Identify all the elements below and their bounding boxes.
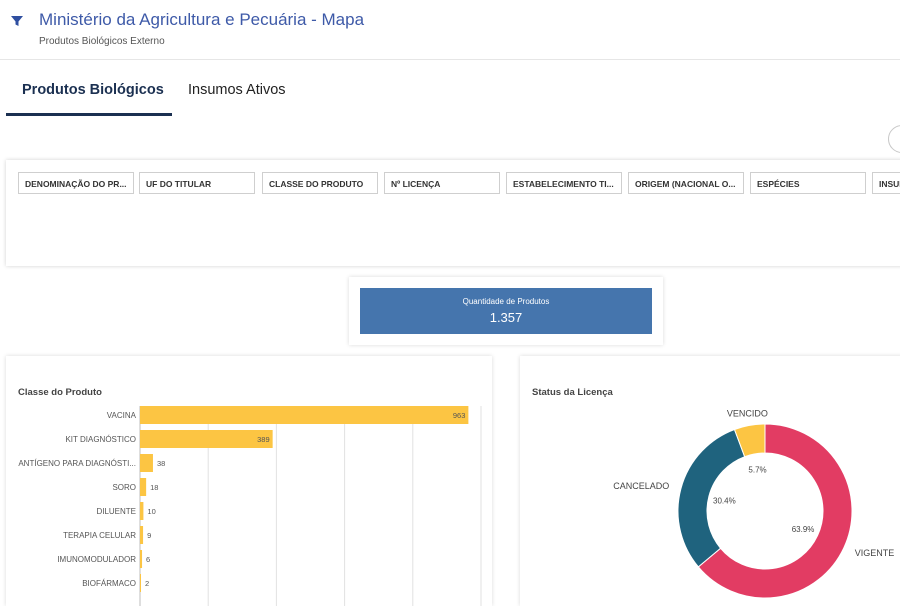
filter-panel: DENOMINAÇÃO DO PR... UF DO TITULAR CLASS…	[6, 160, 900, 266]
kpi-box[interactable]: Quantidade de Produtos 1.357	[360, 288, 652, 334]
slice-name-label: VIGENTE	[855, 548, 895, 558]
filter-classe-produto[interactable]: CLASSE DO PRODUTO	[262, 172, 378, 194]
bar-value-label: 9	[147, 531, 151, 540]
filter-insumo[interactable]: INSUMO	[872, 172, 900, 194]
bar-category-label: SORO	[112, 483, 136, 492]
bar[interactable]	[140, 550, 143, 568]
app-subtitle: Produtos Biológicos Externo	[39, 36, 165, 47]
app-header: Ministério da Agricultura e Pecuária - M…	[0, 0, 900, 60]
tab-insumos-ativos[interactable]: Insumos Ativos	[188, 82, 286, 98]
slice-name-label: CANCELADO	[613, 481, 669, 491]
bar-value-label: 389	[257, 435, 270, 444]
bar[interactable]	[140, 574, 141, 592]
donut-chart: 63.9% VIGENTE 30.4% CANCELADO 5.7% VENCIDO	[613, 409, 895, 599]
bar-value-label: 18	[150, 483, 158, 492]
donut-slice[interactable]	[697, 423, 853, 599]
active-tab-indicator	[6, 113, 172, 116]
bar[interactable]	[140, 406, 469, 424]
filter-origem[interactable]: ORIGEM (NACIONAL O...	[628, 172, 744, 194]
classe-produto-panel: Classe do Produto VACINA 963 KIT DIAGNÓSTI…	[6, 356, 492, 606]
donut-chart-title: Status da Licença	[532, 387, 613, 398]
filter-denominacao[interactable]: DENOMINAÇÃO DO PR...	[18, 172, 134, 194]
round-action-button[interactable]	[888, 125, 900, 153]
bar-value-label: 2	[145, 579, 149, 588]
status-licenca-panel: Status da Licença 63.9% VIGENTE 30.4% CANCE…	[520, 356, 900, 606]
slice-percent-label: 30.4%	[713, 496, 736, 505]
bar[interactable]	[140, 502, 144, 520]
bar-category-label: TERAPIA CELULAR	[63, 531, 136, 540]
bar-value-label: 10	[147, 507, 155, 516]
filter-licenca[interactable]: Nº LICENÇA	[384, 172, 500, 194]
funnel-icon[interactable]	[10, 14, 24, 28]
bar-chart-title: Classe do Produto	[18, 387, 102, 398]
bar-category-label: IMUNOMODULADOR	[57, 555, 136, 564]
filter-uf-titular[interactable]: UF DO TITULAR	[139, 172, 255, 194]
donut-slice[interactable]	[733, 423, 766, 458]
bar-category-label: VACINA	[107, 411, 137, 420]
tab-produtos-biologicos[interactable]: Produtos Biológicos	[22, 82, 164, 98]
bar-category-label: ANTÍGENO PARA DIAGNÓSTI...	[18, 459, 136, 468]
app-title: Ministério da Agricultura e Pecuária - M…	[39, 10, 365, 29]
bar-value-label: 38	[157, 459, 165, 468]
slice-percent-label: 5.7%	[748, 466, 766, 475]
slice-name-label: VENCIDO	[727, 409, 768, 419]
bar[interactable]	[140, 430, 273, 448]
bar[interactable]	[140, 526, 144, 544]
filter-estabelecimento[interactable]: ESTABELECIMENTO TI...	[506, 172, 622, 194]
kpi-card: Quantidade de Produtos 1.357	[349, 277, 663, 345]
bar-category-label: DILUENTE	[96, 507, 136, 516]
bar[interactable]	[140, 478, 147, 496]
filter-especies[interactable]: ESPÉCIES	[750, 172, 866, 194]
bar-category-label: KIT DIAGNÓSTICO	[65, 435, 136, 444]
kpi-value: 1.357	[489, 310, 523, 325]
bar-value-label: 6	[146, 555, 150, 564]
bar[interactable]	[140, 454, 153, 472]
kpi-label: Quantidade de Produtos	[462, 297, 550, 306]
bar-value-label: 963	[453, 411, 466, 420]
tab-bar: Produtos Biológicos Insumos Ativos	[0, 60, 900, 118]
slice-percent-label: 63.9%	[792, 525, 815, 534]
bar-category-label: BIOFÁRMACO	[82, 579, 136, 588]
